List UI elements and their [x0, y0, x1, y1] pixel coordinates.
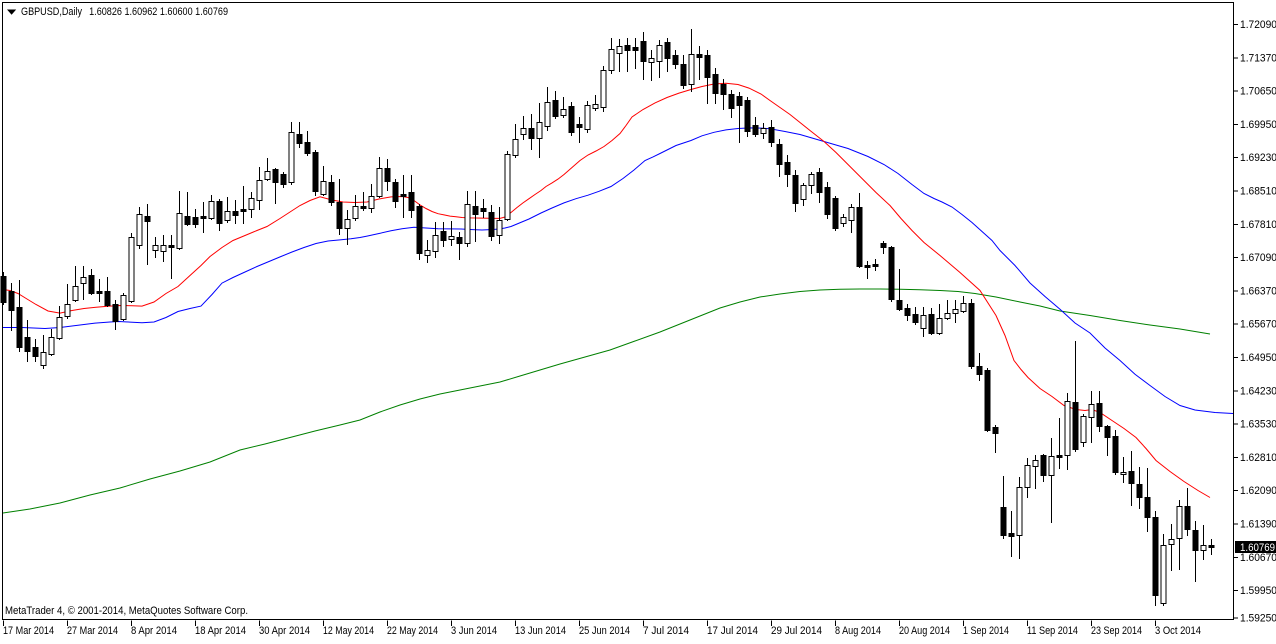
svg-text:18 Apr 2014: 18 Apr 2014 — [195, 625, 246, 637]
svg-text:1.67090: 1.67090 — [1240, 252, 1276, 264]
svg-text:8 Aug 2014: 8 Aug 2014 — [835, 625, 881, 637]
svg-text:1.71370: 1.71370 — [1240, 52, 1276, 64]
svg-text:1.66370: 1.66370 — [1240, 285, 1276, 297]
svg-text:27 Mar 2014: 27 Mar 2014 — [67, 625, 118, 637]
svg-text:30 Apr 2014: 30 Apr 2014 — [259, 625, 310, 637]
svg-text:20 Aug 2014: 20 Aug 2014 — [899, 625, 950, 637]
svg-text:1 Sep 2014: 1 Sep 2014 — [963, 625, 1009, 637]
svg-text:1.60769: 1.60769 — [1240, 542, 1275, 554]
svg-text:3 Oct 2014: 3 Oct 2014 — [1155, 625, 1201, 637]
svg-text:MetaTrader 4, © 2001-2014, Met: MetaTrader 4, © 2001-2014, MetaQuotes So… — [5, 605, 248, 617]
svg-text:1.69950: 1.69950 — [1240, 119, 1276, 131]
svg-text:12 May 2014: 12 May 2014 — [323, 625, 374, 637]
svg-text:GBPUSD,Daily 1.60826 1.60962: GBPUSD,Daily 1.60826 1.60962 1.60600 1.6… — [21, 6, 228, 18]
svg-text:7 Jul 2014: 7 Jul 2014 — [643, 625, 689, 637]
svg-text:1.64950: 1.64950 — [1240, 352, 1276, 364]
svg-text:1.72090: 1.72090 — [1240, 19, 1276, 31]
svg-text:13 Jun 2014: 13 Jun 2014 — [515, 625, 566, 637]
svg-text:1.68510: 1.68510 — [1240, 186, 1276, 198]
svg-text:25 Jun 2014: 25 Jun 2014 — [579, 625, 630, 637]
svg-text:1.65670: 1.65670 — [1240, 319, 1276, 331]
svg-text:23 Sep 2014: 23 Sep 2014 — [1091, 625, 1142, 637]
svg-text:1.61390: 1.61390 — [1240, 519, 1276, 531]
svg-text:11 Sep 2014: 11 Sep 2014 — [1027, 625, 1078, 637]
svg-text:22 May 2014: 22 May 2014 — [387, 625, 438, 637]
svg-text:1.67810: 1.67810 — [1240, 219, 1276, 231]
svg-text:17 Jul 2014: 17 Jul 2014 — [707, 625, 758, 637]
svg-text:1.64230: 1.64230 — [1240, 385, 1276, 397]
svg-text:3 Jun 2014: 3 Jun 2014 — [451, 625, 497, 637]
svg-text:1.59950: 1.59950 — [1240, 585, 1276, 597]
svg-text:8 Apr 2014: 8 Apr 2014 — [131, 625, 177, 637]
svg-text:1.69230: 1.69230 — [1240, 152, 1276, 164]
svg-text:1.63530: 1.63530 — [1240, 419, 1276, 431]
svg-text:1.59250: 1.59250 — [1240, 613, 1276, 625]
svg-text:1.62810: 1.62810 — [1240, 452, 1276, 464]
svg-text:17 Mar 2014: 17 Mar 2014 — [3, 625, 54, 637]
svg-text:29 Jul 2014: 29 Jul 2014 — [771, 625, 822, 637]
svg-text:1.62090: 1.62090 — [1240, 485, 1276, 497]
svg-text:1.70650: 1.70650 — [1240, 86, 1276, 98]
svg-text:1.60670: 1.60670 — [1240, 552, 1276, 564]
